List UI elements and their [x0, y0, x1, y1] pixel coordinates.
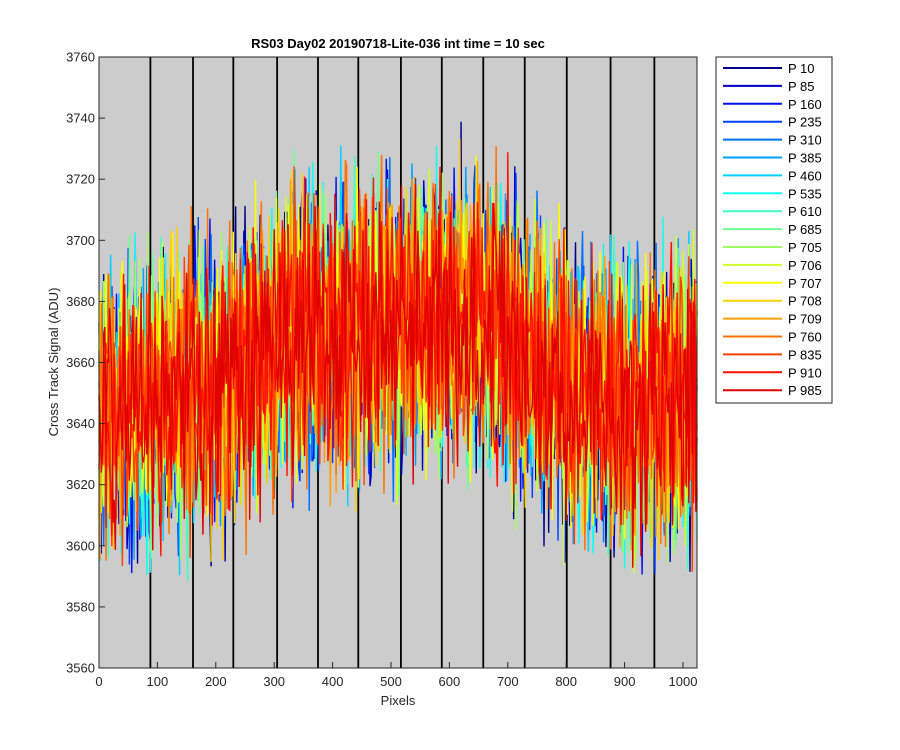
- x-tick-label-10: 1000: [669, 674, 698, 689]
- series-lines: [98, 121, 698, 581]
- x-tick-label-4: 400: [322, 674, 344, 689]
- series-line-p-985: [98, 183, 698, 568]
- legend-label-15: P 760: [788, 330, 822, 345]
- legend-label-17: P 910: [788, 365, 822, 380]
- x-tick-label-9: 900: [614, 674, 636, 689]
- legend-label-7: P 535: [788, 186, 822, 201]
- y-tick-label-1: 3580: [66, 599, 95, 614]
- legend-label-6: P 460: [788, 168, 822, 183]
- legend-label-14: P 709: [788, 312, 822, 327]
- y-tick-label-4: 3640: [66, 416, 95, 431]
- x-tick-label-5: 500: [380, 674, 402, 689]
- y-tick-label-6: 3680: [66, 294, 95, 309]
- y-tick-label-5: 3660: [66, 355, 95, 370]
- legend-label-12: P 707: [788, 276, 822, 291]
- legend-label-18: P 985: [788, 383, 822, 398]
- legend-label-9: P 685: [788, 222, 822, 237]
- y-tick-label-10: 3760: [66, 50, 95, 65]
- x-tick-label-0: 0: [95, 674, 102, 689]
- x-tick-label-6: 600: [439, 674, 461, 689]
- legend-label-5: P 385: [788, 151, 822, 166]
- y-axis-label: Cross Track Signal (ADU): [46, 288, 61, 437]
- legend-label-2: P 160: [788, 97, 822, 112]
- y-axis: 3560 3580 3600 3620 3640 3660 3680 3700 3720 3740…: [66, 50, 105, 676]
- legend-label-1: P 85: [788, 79, 815, 94]
- y-tick-label-3: 3620: [66, 477, 95, 492]
- legend-label-10: P 705: [788, 240, 822, 255]
- legend-label-16: P 835: [788, 347, 822, 362]
- y-tick-label-9: 3740: [66, 111, 95, 126]
- x-tick-label-3: 300: [263, 674, 285, 689]
- x-axis: 0 100 200 300 400 500 600 700 800 900 1000: [95, 662, 697, 689]
- legend-label-13: P 708: [788, 294, 822, 309]
- x-tick-label-2: 200: [205, 674, 227, 689]
- legend: P 10 P 85 P 160 P 235 P 310 P 385 P 460 P 535 P …: [715, 56, 833, 404]
- legend-label-11: P 706: [788, 258, 822, 273]
- legend-label-0: P 10: [788, 61, 815, 76]
- legend-label-4: P 310: [788, 133, 822, 148]
- x-tick-label-1: 100: [147, 674, 169, 689]
- y-tick-label-2: 3600: [66, 538, 95, 553]
- y-tick-label-0: 3560: [66, 661, 95, 676]
- y-tick-label-8: 3720: [66, 172, 95, 187]
- chart-title: RS03 Day02 20190718-Lite-036 int time = …: [251, 36, 545, 51]
- legend-label-8: P 610: [788, 204, 822, 219]
- x-axis-label: Pixels: [381, 693, 416, 708]
- x-tick-label-8: 800: [555, 674, 577, 689]
- y-tick-label-7: 3700: [66, 233, 95, 248]
- legend-label-3: P 235: [788, 115, 822, 130]
- x-tick-label-7: 700: [497, 674, 519, 689]
